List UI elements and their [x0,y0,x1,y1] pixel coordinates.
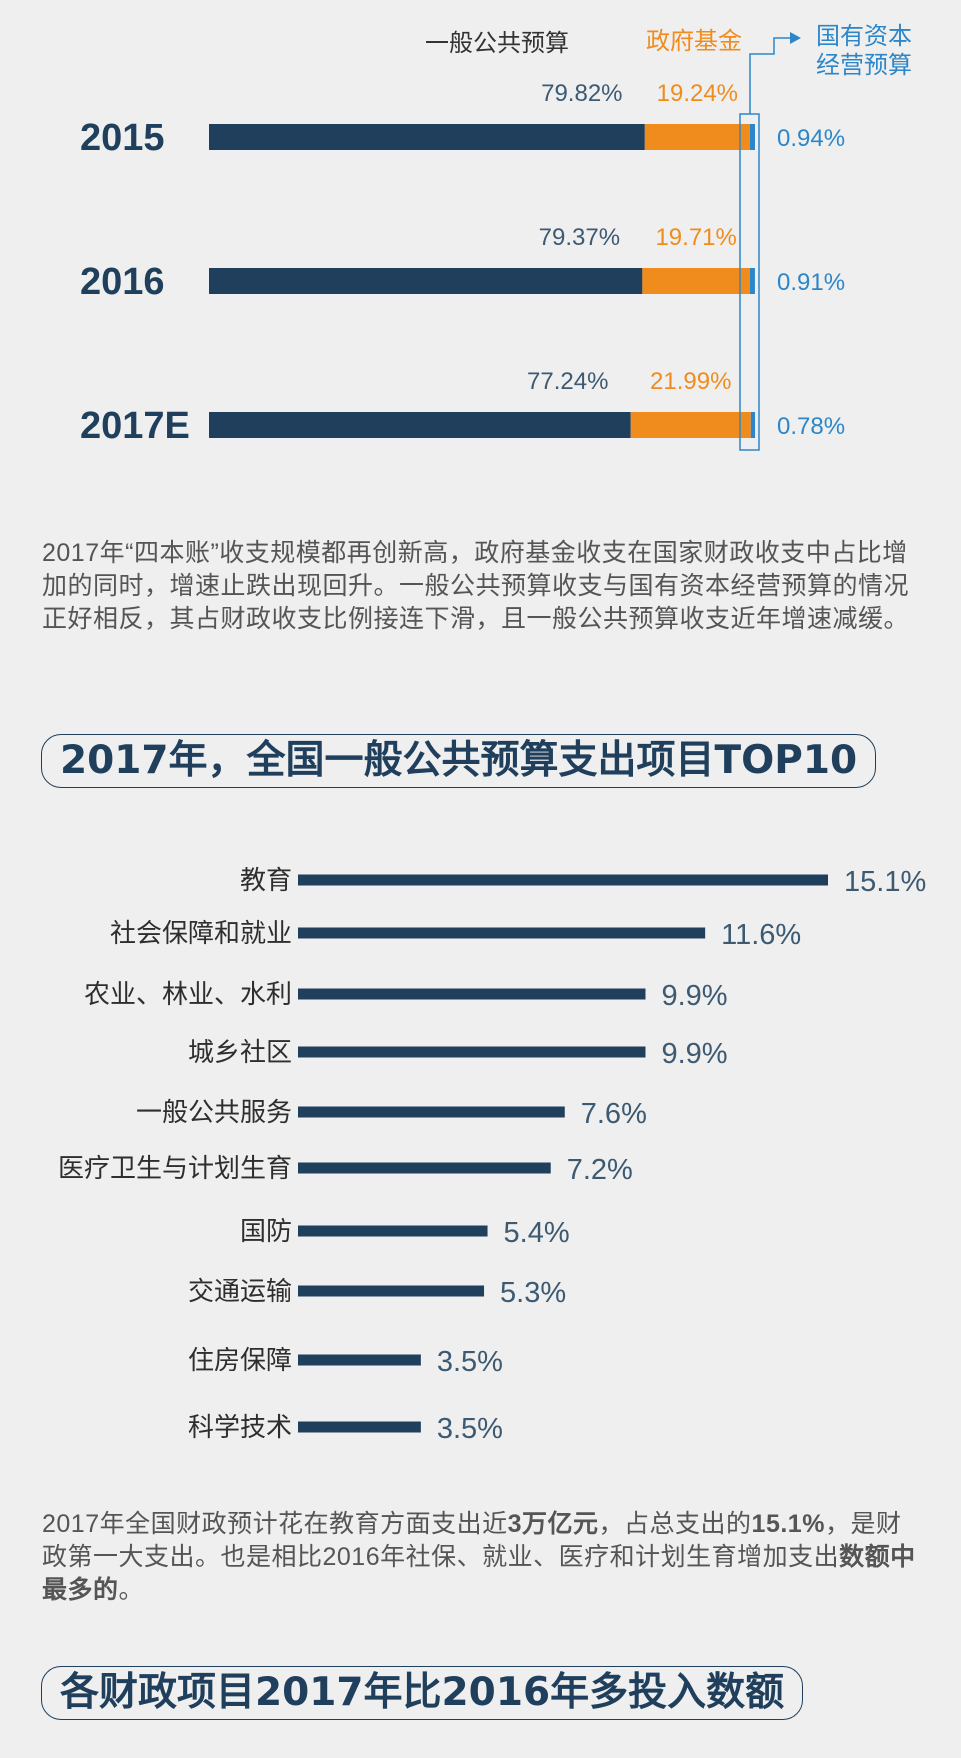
expenditure-bar [298,1046,646,1058]
expenditure-top10-chart: 教育 15.1% 社会保障和就业 11.6% 农业、林业、水利 9.9% 城乡社区 9.9% 一… [58,865,926,1445]
legend-arrow-icon [790,32,801,44]
value-label: 9.9% [661,980,727,1012]
category-label: 城乡社区 [188,1037,292,1067]
paragraph-education-note: 2017年全国财政预计花在教育方面支出近3万亿元，占总支出的15.1%，是财政第… [42,1510,916,1604]
legend-state-line1: 国有资本 [816,23,912,50]
bar-segment-state [750,412,756,438]
value-label: 5.3% [500,1277,566,1309]
value-label-state: 0.94% [777,125,845,152]
expenditure-bar [298,874,828,886]
legend-fund: 政府基金 [646,28,742,55]
category-label: 医疗卫生与计划生育 [58,1153,292,1183]
expenditure-bar [298,1285,485,1297]
budget-share-chart: 一般公共预算 政府基金 国有资本经营预算 2015 79.82% 19.24% 0.94% 2… [80,23,912,451]
value-label-state: 0.91% [777,269,845,296]
category-label: 教育 [240,865,292,895]
section-title-increase: 各财政项目2017年比2016年多投入数额 [41,1666,804,1720]
bar-segment-fund [642,268,750,294]
value-label: 9.9% [661,1038,727,1070]
category-label: 农业、林业、水利 [84,979,292,1009]
category-label: 国防 [240,1216,292,1246]
value-label: 3.5% [437,1346,503,1378]
bar-segment-general [209,124,645,150]
bar-segment-state [749,268,755,294]
expenditure-bar [298,1106,565,1118]
bar-segment-state [749,124,755,150]
category-label: 住房保障 [188,1345,292,1375]
expenditure-bar [298,1162,551,1174]
value-label: 11.6% [721,919,801,951]
year-label: 2016 [80,261,165,303]
state-highlight-box [739,113,760,451]
value-label-general: 79.82% [541,80,622,107]
bar-segment-general [209,268,643,294]
value-label: 7.2% [567,1154,633,1186]
year-label: 2017E [80,405,190,447]
value-label-general: 79.37% [539,224,620,251]
legend-general: 一般公共预算 [425,30,569,57]
category-label: 一般公共服务 [136,1097,292,1127]
bar-segment-fund [644,124,750,150]
value-label-fund: 21.99% [650,368,731,395]
expenditure-bar [298,1421,421,1433]
category-label: 科学技术 [188,1412,292,1442]
value-label-state: 0.78% [777,413,845,440]
year-label: 2015 [80,117,165,159]
expenditure-bar [298,1225,488,1237]
value-label: 15.1% [844,866,926,898]
bar-segment-general [209,412,631,438]
expenditure-bar [298,988,646,1000]
category-label: 交通运输 [188,1276,292,1306]
value-label-fund: 19.24% [657,80,738,107]
value-label-general: 77.24% [527,368,608,395]
value-label: 7.6% [581,1098,647,1130]
legend-state-line2: 经营预算 [816,52,912,79]
value-label: 3.5% [437,1413,503,1445]
paragraph-budget-summary: 2017年“四本账”收支规模都再创新高，政府基金收支在国家财政收支中占比增加的同… [42,539,910,633]
value-label-fund: 19.71% [655,224,736,251]
value-label: 5.4% [504,1217,570,1249]
expenditure-bar [298,1354,421,1366]
expenditure-bar [298,927,706,939]
section-title-top10: 2017年，全国一般公共预算支出项目TOP10 [41,734,877,788]
legend-connector-line [749,37,790,114]
bar-segment-fund [630,412,751,438]
category-label: 社会保障和就业 [110,918,292,948]
